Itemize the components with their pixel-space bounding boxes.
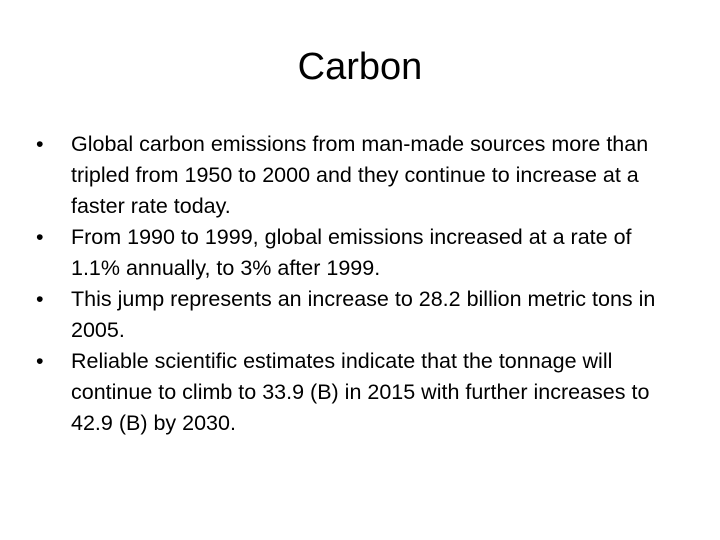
bullet-text: From 1990 to 1999, global emissions incr… xyxy=(71,225,632,280)
bullet-list: • Global carbon emissions from man-made … xyxy=(36,129,686,439)
bullet-item: • Reliable scientific estimates indicate… xyxy=(36,346,686,439)
bullet-marker: • xyxy=(36,349,44,373)
bullet-marker: • xyxy=(36,287,44,311)
bullet-item: • Global carbon emissions from man-made … xyxy=(36,129,686,222)
bullet-marker: • xyxy=(36,132,44,156)
bullet-marker: • xyxy=(36,225,44,249)
bullet-item: • From 1990 to 1999, global emissions in… xyxy=(36,222,686,284)
slide-title: Carbon xyxy=(297,46,423,88)
bullet-item: • This jump represents an increase to 28… xyxy=(36,284,686,346)
bullet-text: This jump represents an increase to 28.2… xyxy=(71,287,656,342)
bullet-text: Reliable scientific estimates indicate t… xyxy=(71,349,650,435)
bullet-text: Global carbon emissions from man-made so… xyxy=(71,132,649,218)
